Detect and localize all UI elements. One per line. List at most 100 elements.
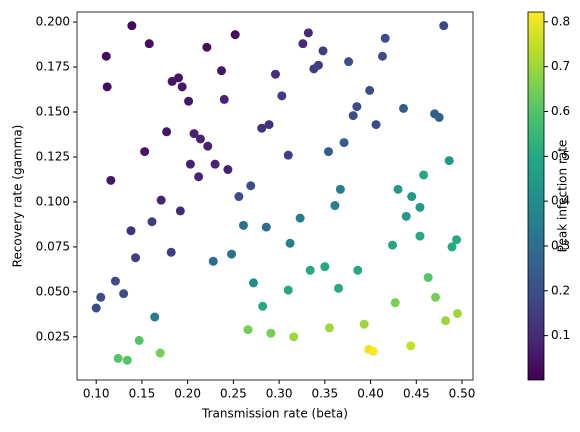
point [234, 192, 244, 202]
point [452, 235, 462, 245]
x-tick-label: 0.40 [357, 387, 384, 401]
point [264, 120, 274, 130]
point [423, 272, 433, 282]
y-tick-label: 0.075 [36, 239, 70, 253]
point [415, 202, 425, 212]
point [444, 156, 454, 166]
colorbar-tick-label: 0.6 [551, 104, 570, 118]
point [156, 195, 166, 205]
x-tick-label: 0.45 [403, 387, 430, 401]
point [223, 165, 233, 175]
point [126, 226, 136, 236]
point [140, 147, 150, 157]
plot-frame [76, 11, 474, 381]
point [203, 141, 213, 151]
point [334, 283, 344, 293]
y-axis-title: Recovery rate (gamma) [11, 125, 25, 268]
x-tick-label: 0.10 [83, 387, 110, 401]
point [102, 82, 112, 92]
point [238, 220, 248, 230]
point [216, 66, 226, 76]
point [195, 134, 205, 144]
point [430, 109, 440, 119]
colorbar-tick-label: 0.3 [551, 238, 570, 252]
point [127, 21, 137, 31]
colorbar-tick-label: 0.1 [551, 328, 570, 342]
point [283, 285, 293, 295]
point [119, 289, 129, 299]
point [270, 69, 280, 79]
y-tick-label: 0.150 [36, 105, 70, 119]
y-tick-label: 0.175 [36, 60, 70, 74]
point [431, 292, 441, 302]
x-tick-label: 0.35 [311, 387, 338, 401]
x-tick-label: 0.20 [174, 387, 201, 401]
point [390, 298, 400, 308]
point [320, 262, 330, 272]
point [348, 111, 358, 121]
point [298, 39, 308, 49]
y-tick-label: 0.100 [36, 194, 70, 208]
point [122, 355, 132, 365]
point [309, 64, 319, 74]
point [131, 253, 141, 263]
point [303, 28, 313, 38]
point [419, 170, 429, 180]
point [175, 206, 185, 216]
point [352, 102, 362, 112]
point [406, 341, 416, 351]
colorbar-tick-label: 0.8 [551, 14, 570, 28]
point [261, 222, 271, 232]
x-tick-label: 0.25 [220, 387, 247, 401]
colorbar-tick-label: 0.5 [551, 149, 570, 163]
x-tick-label: 0.30 [266, 387, 293, 401]
point [166, 247, 176, 257]
point [147, 217, 157, 227]
x-axis-title: Transmission rate (beta) [201, 407, 348, 421]
point [243, 325, 253, 335]
point [398, 103, 408, 113]
point [101, 51, 111, 61]
point [113, 353, 123, 363]
point [177, 82, 187, 92]
point [257, 123, 267, 133]
point [339, 138, 349, 148]
point [359, 319, 369, 329]
point [91, 303, 101, 313]
point [246, 181, 256, 191]
point [324, 147, 334, 157]
point [295, 213, 305, 223]
point [208, 256, 218, 266]
point [441, 316, 451, 326]
point [189, 129, 199, 139]
colorbar-tick-label: 0.2 [551, 283, 570, 297]
y-tick-label: 0.050 [36, 284, 70, 298]
point [283, 150, 293, 160]
x-tick-label: 0.50 [449, 387, 476, 401]
y-tick-label: 0.025 [36, 329, 70, 343]
point [266, 328, 276, 338]
y-tick-label: 0.200 [36, 15, 70, 29]
point [230, 30, 240, 40]
point [388, 240, 398, 250]
point [194, 172, 204, 182]
y-tick-label: 0.125 [36, 149, 70, 163]
point [134, 335, 144, 345]
point [330, 201, 340, 211]
point [305, 265, 315, 275]
x-tick-label: 0.15 [129, 387, 156, 401]
point [335, 184, 345, 194]
colorbar-title: Peak infection rate [556, 140, 570, 253]
point [155, 348, 165, 358]
point [439, 21, 449, 31]
point [447, 242, 457, 252]
point [185, 159, 195, 169]
point [96, 292, 106, 302]
point [285, 238, 295, 248]
point [106, 175, 116, 185]
point [210, 159, 220, 169]
point [289, 332, 299, 342]
point [377, 51, 387, 61]
point [393, 184, 403, 194]
